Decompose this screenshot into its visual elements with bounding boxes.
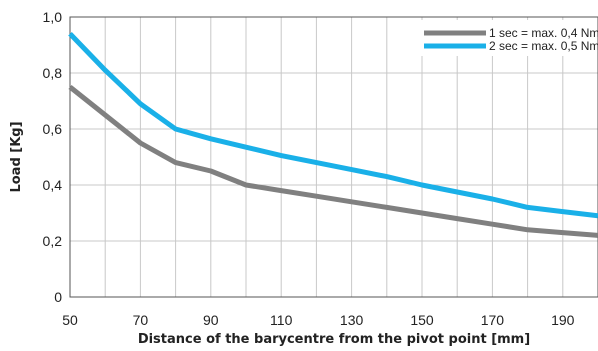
x-tick-label: 110	[270, 312, 293, 328]
legend: 1 sec = max. 0,4 Nm 2 sec = max. 0,5 Nm	[418, 20, 598, 56]
y-axis-ticks: 0 0,2 0,4 0,6 0,8 1,0	[43, 9, 63, 305]
x-axis-label: Distance of the barycentre from the pivo…	[138, 332, 530, 347]
x-tick-label: 90	[203, 312, 219, 328]
y-axis-label: Load [Kg]	[9, 121, 24, 192]
x-tick-label: 70	[133, 312, 149, 328]
y-tick-label: 0,6	[43, 121, 63, 137]
legend-label-1-sec: 1 sec = max. 0,4 Nm	[489, 26, 598, 40]
series-line-2	[68, 32, 598, 219]
grid-lines	[70, 17, 598, 297]
x-tick-label: 150	[410, 312, 434, 328]
y-tick-label: 0,4	[43, 177, 63, 193]
series-lines	[68, 32, 598, 238]
legend-background	[418, 20, 596, 56]
legend-label-2-sec: 2 sec = max. 0,5 Nm	[489, 39, 598, 53]
y-tick-label: 0,8	[43, 65, 63, 81]
x-axis-ticks: 50 70 90 110 130 150 170 190	[62, 312, 574, 328]
y-tick-label: 1,0	[43, 9, 63, 25]
y-tick-label: 0,2	[43, 233, 63, 249]
x-tick-label: 170	[481, 312, 505, 328]
plot-frame	[69, 16, 598, 298]
x-tick-label: 130	[340, 312, 364, 328]
x-tick-label: 50	[62, 312, 78, 328]
series-line-1	[68, 85, 598, 238]
y-tick-label: 0	[54, 289, 62, 305]
x-tick-label: 190	[551, 312, 575, 328]
